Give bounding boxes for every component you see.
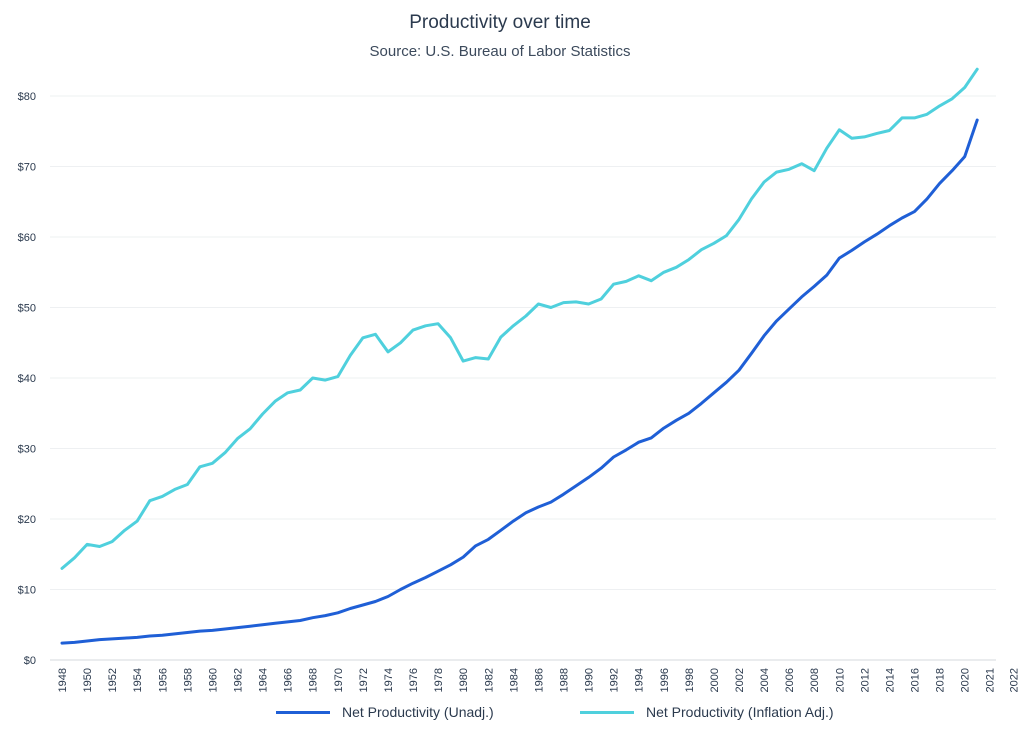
y-tick-label: $70	[18, 162, 36, 174]
x-tick-label: 2012	[859, 668, 871, 692]
x-tick-label: 1962	[233, 668, 245, 692]
x-tick-label: 1986	[533, 668, 545, 692]
x-tick-label: 1966	[283, 668, 295, 692]
x-tick-label: 1988	[558, 668, 570, 692]
x-tick-label: 2006	[784, 668, 796, 692]
x-tick-label: 2022	[1009, 668, 1021, 692]
y-tick-label: $10	[18, 585, 36, 597]
legend-swatch-inflation-adjusted	[580, 710, 634, 714]
x-tick-label: 1992	[609, 668, 621, 692]
y-tick-label: $40	[18, 373, 36, 385]
y-tick-label: $50	[18, 303, 36, 315]
x-tick-label: 1996	[659, 668, 671, 692]
x-tick-label: 2008	[809, 668, 821, 692]
x-tick-label: 1982	[483, 668, 495, 692]
y-tick-label: $60	[18, 232, 36, 244]
y-axis: $0 $10 $20 $30 $40 $50 $60 $70 $80	[18, 91, 36, 667]
x-tick-label: 1948	[57, 668, 69, 692]
series-line-unadjusted	[60, 118, 979, 645]
x-tick-label: 2020	[960, 668, 972, 692]
x-tick-label: 1994	[634, 668, 646, 692]
grid-lines	[50, 95, 996, 661]
y-tick-label: $20	[18, 514, 36, 526]
chart-subtitle: Source: U.S. Bureau of Labor Statistics	[369, 43, 631, 60]
x-axis: 1948 1950 1952 1954 1956 1958 1960 1962 1964 1966…	[57, 668, 1021, 692]
legend-label-inflation-adjusted: Net Productivity (Inflation Adj.)	[646, 704, 834, 720]
x-tick-label: 2021	[985, 668, 997, 692]
x-tick-label: 2000	[709, 668, 721, 692]
series-lines	[60, 67, 979, 645]
x-tick-label: 1954	[132, 668, 144, 692]
legend-swatch-unadjusted	[276, 710, 330, 714]
x-tick-label: 1968	[308, 668, 320, 692]
y-tick-label: $30	[18, 444, 36, 456]
x-tick-label: 2002	[734, 668, 746, 692]
series-line-inflation-adjusted	[60, 67, 979, 570]
x-tick-label: 1976	[408, 668, 420, 692]
x-tick-label: 1960	[207, 668, 219, 692]
chart-title: Productivity over time	[409, 12, 591, 33]
x-tick-label: 1952	[107, 668, 119, 692]
y-tick-label: $80	[18, 91, 36, 103]
x-tick-label: 2016	[910, 668, 922, 692]
x-tick-label: 1978	[433, 668, 445, 692]
x-tick-label: 2014	[884, 668, 896, 692]
x-tick-label: 1990	[584, 668, 596, 692]
legend-label-unadjusted: Net Productivity (Unadj.)	[342, 704, 494, 720]
y-tick-label: $0	[24, 655, 36, 667]
x-tick-label: 2004	[759, 668, 771, 692]
x-tick-label: 1970	[333, 668, 345, 692]
x-tick-label: 1974	[383, 668, 395, 692]
x-tick-label: 1950	[82, 668, 94, 692]
x-tick-label: 1958	[182, 668, 194, 692]
x-tick-label: 1972	[358, 668, 370, 692]
x-tick-label: 1964	[258, 668, 270, 692]
line-chart: $0$10$20$30$40$50$60$70$80 1948 1950 1952 1…	[18, 67, 1021, 692]
x-tick-label: 2018	[935, 668, 947, 692]
x-tick-label: 1998	[684, 668, 696, 692]
x-tick-label: 2010	[834, 668, 846, 692]
x-tick-label: 1980	[458, 668, 470, 692]
legend: Net Productivity (Unadj.) Net Productivi…	[0, 704, 1024, 726]
x-tick-label: 1956	[157, 668, 169, 692]
x-tick-label: 1984	[508, 668, 520, 692]
legend-item-inflation-adjusted[interactable]: Net Productivity (Inflation Adj.)	[580, 704, 834, 720]
legend-item-unadjusted[interactable]: Net Productivity (Unadj.)	[276, 704, 494, 720]
